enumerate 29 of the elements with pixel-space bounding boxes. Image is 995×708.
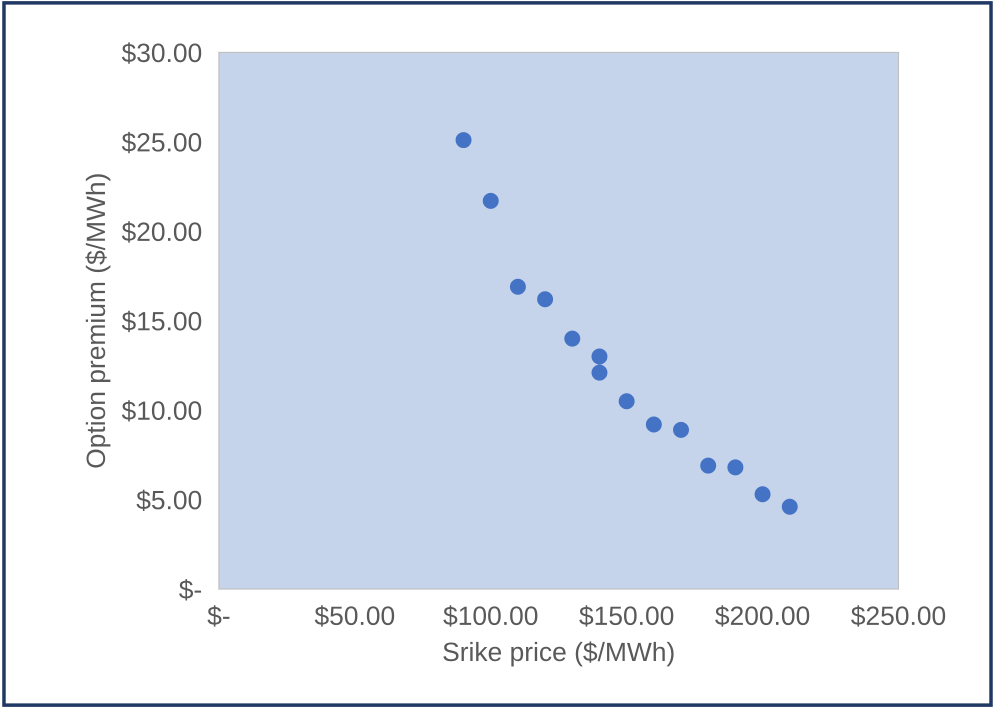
y-axis-title: Option premium ($/MWh) xyxy=(85,174,110,468)
point xyxy=(673,422,689,438)
x-tick-label: $100.00 xyxy=(443,605,538,627)
point xyxy=(510,278,526,295)
y-tick-label: $20.00 xyxy=(122,221,202,243)
point xyxy=(482,192,499,209)
point xyxy=(782,498,798,515)
x-tick-label: $- xyxy=(207,605,230,627)
y-tick-label: $15.00 xyxy=(122,310,202,332)
x-axis-title: Srike price ($/MWh) xyxy=(443,641,674,666)
point xyxy=(754,486,771,502)
y-tick-label: $10.00 xyxy=(122,400,202,422)
point xyxy=(537,291,554,308)
point xyxy=(456,132,472,148)
y-tick-label: $25.00 xyxy=(122,132,202,154)
point xyxy=(646,416,662,432)
x-tick-label: $150.00 xyxy=(579,605,674,627)
point xyxy=(618,393,635,410)
point xyxy=(700,458,716,474)
point xyxy=(727,459,744,476)
point xyxy=(591,364,608,381)
point xyxy=(564,330,580,347)
x-tick-label: $200.00 xyxy=(715,605,810,627)
x-tick-label: $50.00 xyxy=(314,605,394,627)
y-tick-label: $30.00 xyxy=(122,42,202,64)
point xyxy=(591,348,608,364)
y-tick-label: $5.00 xyxy=(136,490,202,512)
y-tick-label: $- xyxy=(179,579,202,600)
x-tick-label: $250.00 xyxy=(851,605,946,627)
